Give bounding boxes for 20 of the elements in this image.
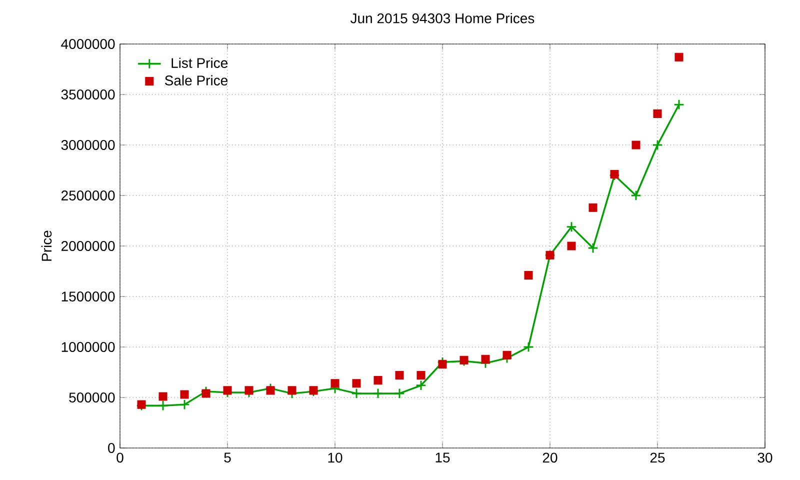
x-tick-label: 25 [650, 452, 665, 463]
x-tick-label: 0 [116, 452, 124, 463]
y-tick-label: 3000000 [61, 140, 115, 150]
x-tick-label: 30 [758, 452, 772, 463]
x-tick-label: 15 [436, 452, 450, 462]
legend-label: List Price [172, 58, 228, 68]
y-tick-label: 4000000 [61, 39, 115, 49]
y-tick-label: 3500000 [61, 90, 115, 100]
y-tick-label: 1000000 [62, 342, 115, 352]
y-tick-label: 1500000 [62, 292, 115, 302]
y-tick-label: 2000000 [62, 241, 115, 251]
x-tick-label: 5 [224, 452, 231, 462]
x-tick-label: 20 [542, 452, 558, 463]
legend-label: Sale Price [164, 75, 228, 86]
y-axis-title: Price [41, 230, 52, 261]
x-tick-label: 10 [328, 452, 342, 463]
chart-title: Jun 2015 94303 Home Prices [350, 13, 534, 24]
y-tick-label: 500000 [69, 392, 115, 402]
y-tick-label: 2500000 [62, 190, 115, 200]
y-tick-label: 0 [108, 443, 115, 453]
